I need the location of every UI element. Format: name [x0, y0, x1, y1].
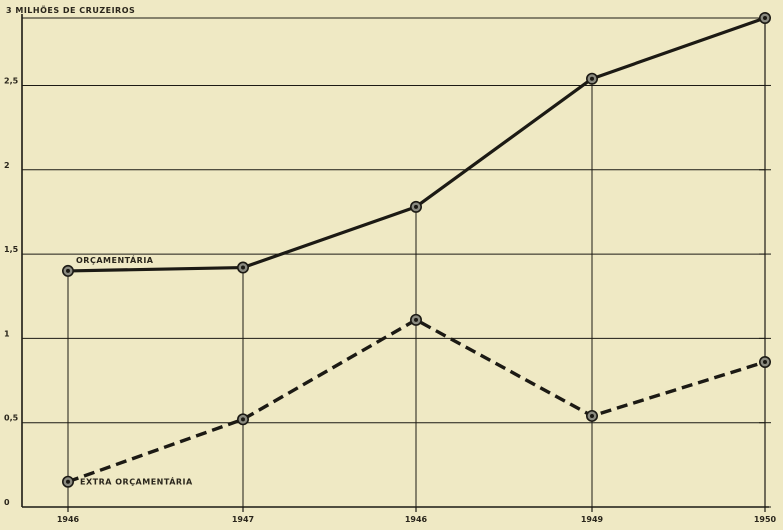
data-point	[409, 313, 422, 326]
data-point-dot	[763, 359, 767, 364]
data-point	[585, 72, 598, 85]
y-tick-label: 1,5	[4, 245, 19, 254]
labels: 3 MILHÕES DE CRUZEIROS ORÇAMENTÁRIA EXTR…	[4, 4, 777, 524]
data-point-dot	[590, 413, 594, 418]
data-point-dot	[414, 317, 418, 322]
data-point-dot	[66, 479, 70, 484]
y-tick-label: 1	[4, 329, 10, 338]
series-line-extra-orcamentaria	[67, 318, 766, 484]
series-markers	[61, 12, 771, 488]
data-point-dot	[763, 16, 767, 20]
y-axis-title: 3 MILHÕES DE CRUZEIROS	[6, 4, 135, 15]
data-point	[237, 261, 250, 274]
data-point	[585, 409, 598, 422]
series-label-extra-orcamentaria: EXTRA ORÇAMENTÁRIA	[80, 476, 193, 487]
data-point-dot	[241, 417, 245, 422]
axes	[21, 14, 771, 512]
data-point-dot	[66, 268, 70, 273]
y-tick-label: 0	[4, 498, 10, 507]
x-tick-label: 1946	[405, 515, 428, 524]
data-point	[61, 475, 74, 488]
x-tick-label: 1950	[754, 515, 777, 524]
data-point	[237, 413, 250, 426]
data-point-dot	[590, 76, 594, 81]
series-label-orcamentaria: ORÇAMENTÁRIA	[76, 254, 154, 265]
y-tick-label: 2,5	[4, 76, 19, 85]
data-point	[61, 264, 74, 277]
data-point-dot	[241, 265, 245, 270]
grid	[22, 84, 765, 424]
data-point	[409, 200, 422, 213]
year-verticals	[67, 78, 593, 507]
y-tick-label: 0,5	[4, 414, 19, 423]
x-tick-label: 1947	[232, 515, 254, 524]
data-point	[758, 12, 771, 24]
y-tick-label: 2	[4, 161, 10, 170]
x-tick-label: 1949	[581, 515, 604, 524]
x-tick-label: 1946	[57, 515, 80, 524]
data-point	[758, 355, 771, 368]
data-point-dot	[414, 204, 418, 209]
